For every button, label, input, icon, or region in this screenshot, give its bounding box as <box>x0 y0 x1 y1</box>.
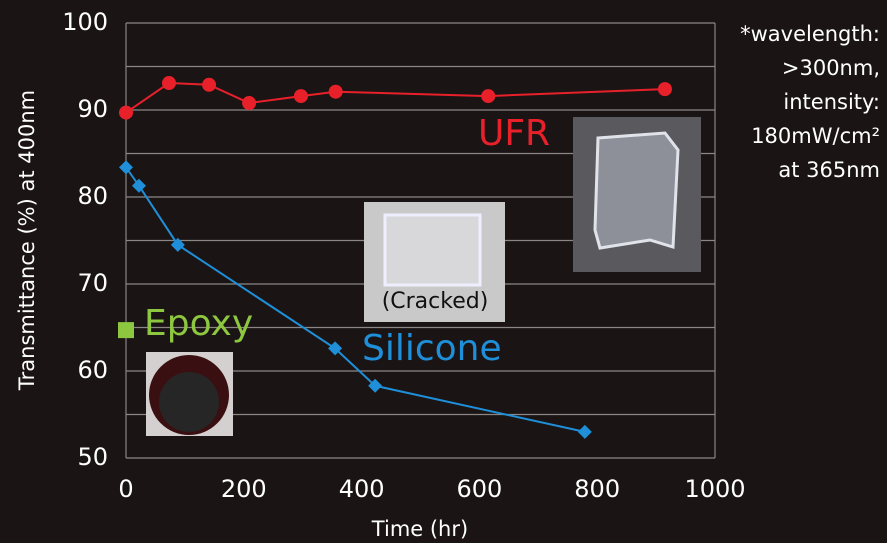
point <box>202 78 216 92</box>
point <box>119 106 133 120</box>
point <box>119 160 133 174</box>
chart: Time (hr) Transmittance (%) at 400nm (Cr… <box>0 0 887 543</box>
y-tick-label: 70 <box>77 269 108 297</box>
x-tick-label: 600 <box>456 475 502 503</box>
point <box>658 82 672 96</box>
y-axis-title: Transmittance (%) at 400nm <box>15 90 39 391</box>
point <box>481 89 495 103</box>
point <box>329 85 343 99</box>
point <box>294 89 308 103</box>
point <box>242 96 256 110</box>
annotation: (Cracked) <box>382 289 489 314</box>
x-axis-title: Time (hr) <box>371 517 468 541</box>
point <box>162 76 176 90</box>
y-tick-label: 80 <box>77 182 108 210</box>
note-line: intensity: <box>783 90 880 114</box>
x-tick-label: 200 <box>221 475 267 503</box>
point <box>118 322 134 338</box>
note-line: >300nm, <box>782 56 880 80</box>
series-label: UFR <box>478 113 550 154</box>
note-line: *wavelength: <box>740 22 880 46</box>
y-tick-label: 90 <box>77 95 108 123</box>
point <box>578 425 592 439</box>
note-line: 180mW/cm² <box>751 124 880 148</box>
note-line: at 365nm <box>778 158 880 182</box>
photo-ufr <box>573 117 701 272</box>
x-tick-label: 400 <box>339 475 385 503</box>
series-label: Epoxy <box>144 303 253 344</box>
photo-epoxy <box>146 352 233 436</box>
x-tick-label: 0 <box>118 475 133 503</box>
x-tick-label: 800 <box>574 475 620 503</box>
y-tick-label: 50 <box>77 443 108 471</box>
series-label: Silicone <box>362 328 502 369</box>
y-tick-label: 60 <box>77 356 108 384</box>
y-tick-label: 100 <box>62 8 108 36</box>
point <box>132 179 146 193</box>
x-tick-label: 1000 <box>684 475 745 503</box>
